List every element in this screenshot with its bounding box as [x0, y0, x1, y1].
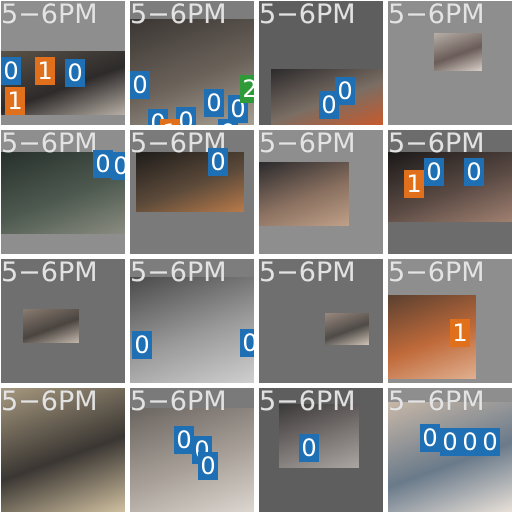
count-badge: 1	[5, 87, 25, 115]
count-badge: 0	[480, 428, 500, 456]
camera-tile-9[interactable]: 5−6PM	[1, 259, 125, 383]
count-badge: 1	[404, 170, 424, 198]
count-badge: 0	[176, 107, 196, 125]
time-range-label: 5−6PM	[259, 130, 356, 159]
camera-snapshot	[388, 402, 512, 512]
time-range-label: 5−6PM	[1, 130, 98, 159]
count-badge: 0	[335, 77, 355, 105]
time-range-label: 5−6PM	[130, 259, 227, 288]
camera-tile-15[interactable]: 5−6PM 0	[259, 388, 383, 512]
count-badge: 0	[1, 57, 21, 85]
time-range-label: 5−6PM	[130, 388, 227, 417]
camera-snapshot	[259, 162, 349, 226]
camera-snapshot	[279, 404, 359, 468]
count-badge: 0	[424, 158, 444, 186]
count-badge: 1	[450, 319, 470, 347]
camera-snapshot	[130, 277, 254, 383]
camera-snapshot	[1, 388, 125, 512]
count-badge: 0	[464, 158, 484, 186]
camera-tile-3[interactable]: 5−6PM 0 0	[259, 1, 383, 125]
count-badge: 0	[208, 148, 228, 176]
camera-tile-12[interactable]: 5−6PM 1	[388, 259, 512, 383]
camera-tile-7[interactable]: 5−6PM	[259, 130, 383, 254]
time-range-label: 5−6PM	[388, 259, 485, 288]
count-badge: 0	[111, 152, 125, 180]
time-range-label: 5−6PM	[1, 388, 98, 417]
time-range-label: 5−6PM	[388, 130, 485, 159]
camera-snapshot	[434, 33, 482, 71]
count-badge: 2	[240, 75, 254, 103]
count-badge: 0	[440, 428, 460, 456]
camera-tile-10[interactable]: 5−6PM 0 0	[130, 259, 254, 383]
time-range-label: 5−6PM	[388, 388, 485, 417]
count-badge: 0	[204, 89, 224, 117]
count-badge: 0	[299, 434, 319, 462]
camera-tile-16[interactable]: 5−6PM 0 0 0 0	[388, 388, 512, 512]
time-range-label: 5−6PM	[259, 388, 356, 417]
camera-tile-6[interactable]: 5−6PM 0	[130, 130, 254, 254]
time-range-label: 5−6PM	[130, 1, 227, 30]
count-badge: 0	[240, 329, 254, 357]
count-badge: 0	[420, 424, 440, 452]
time-range-label: 5−6PM	[1, 1, 98, 30]
count-badge: 0	[130, 71, 150, 99]
camera-tile-4[interactable]: 5−6PM	[388, 1, 512, 125]
count-badge: 0	[198, 452, 218, 480]
count-badge: 0	[460, 428, 480, 456]
count-badge: 0	[174, 426, 194, 454]
camera-snapshot	[23, 309, 79, 343]
count-badge: 0	[93, 150, 113, 178]
time-range-label: 5−6PM	[388, 1, 485, 30]
time-range-label: 5−6PM	[259, 259, 356, 288]
camera-tile-8[interactable]: 5−6PM 1 0 0	[388, 130, 512, 254]
camera-tile-2[interactable]: 5−6PM00010020	[130, 1, 254, 125]
count-badge: 0	[319, 91, 339, 119]
camera-tile-1[interactable]: 5−6PM 0 1 0 1	[1, 1, 125, 125]
count-badge: 0	[132, 331, 152, 359]
count-badge: 0	[65, 59, 85, 87]
camera-tile-5[interactable]: 5−6PM 0 0	[1, 130, 125, 254]
time-range-label: 5−6PM	[130, 130, 227, 159]
time-range-label: 5−6PM	[1, 259, 98, 288]
camera-tile-13[interactable]: 5−6PM	[1, 388, 125, 512]
count-badge: 1	[160, 119, 180, 125]
camera-tile-14[interactable]: 5−6PM 0 0 0	[130, 388, 254, 512]
time-range-label: 5−6PM	[259, 1, 356, 30]
camera-tile-11[interactable]: 5−6PM	[259, 259, 383, 383]
camera-snapshot	[325, 313, 369, 345]
count-badge: 0	[218, 119, 238, 125]
count-badge: 1	[35, 57, 55, 85]
